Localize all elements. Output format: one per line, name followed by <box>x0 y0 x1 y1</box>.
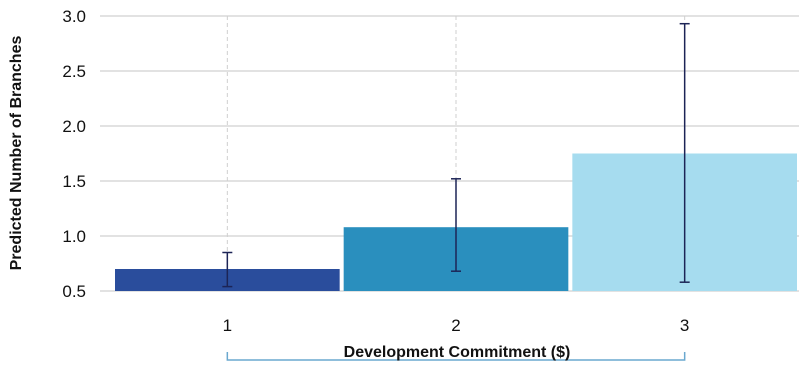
y-tick-label: 0.5 <box>62 282 86 301</box>
x-tick-label: 2 <box>451 316 460 335</box>
y-tick-label: 2.5 <box>62 62 86 81</box>
x-axis-title: Development Commitment ($) <box>344 344 571 361</box>
x-axis-bracket <box>226 352 686 361</box>
x-axis-ticks: 1 2 3 <box>223 316 690 335</box>
error-bars <box>222 22 690 288</box>
y-axis-ticks: 0.5 1.0 1.5 2.0 2.5 3.0 <box>62 7 86 301</box>
x-tick-label: 1 <box>223 316 232 335</box>
y-tick-label: 3.0 <box>62 7 86 26</box>
y-tick-label: 1.5 <box>62 172 86 191</box>
y-tick-label: 2.0 <box>62 117 86 136</box>
grid <box>100 15 799 292</box>
x-tick-label: 3 <box>680 316 689 335</box>
y-tick-label: 1.0 <box>62 227 86 246</box>
y-axis-title: Predicted Number of Branches <box>8 36 25 271</box>
